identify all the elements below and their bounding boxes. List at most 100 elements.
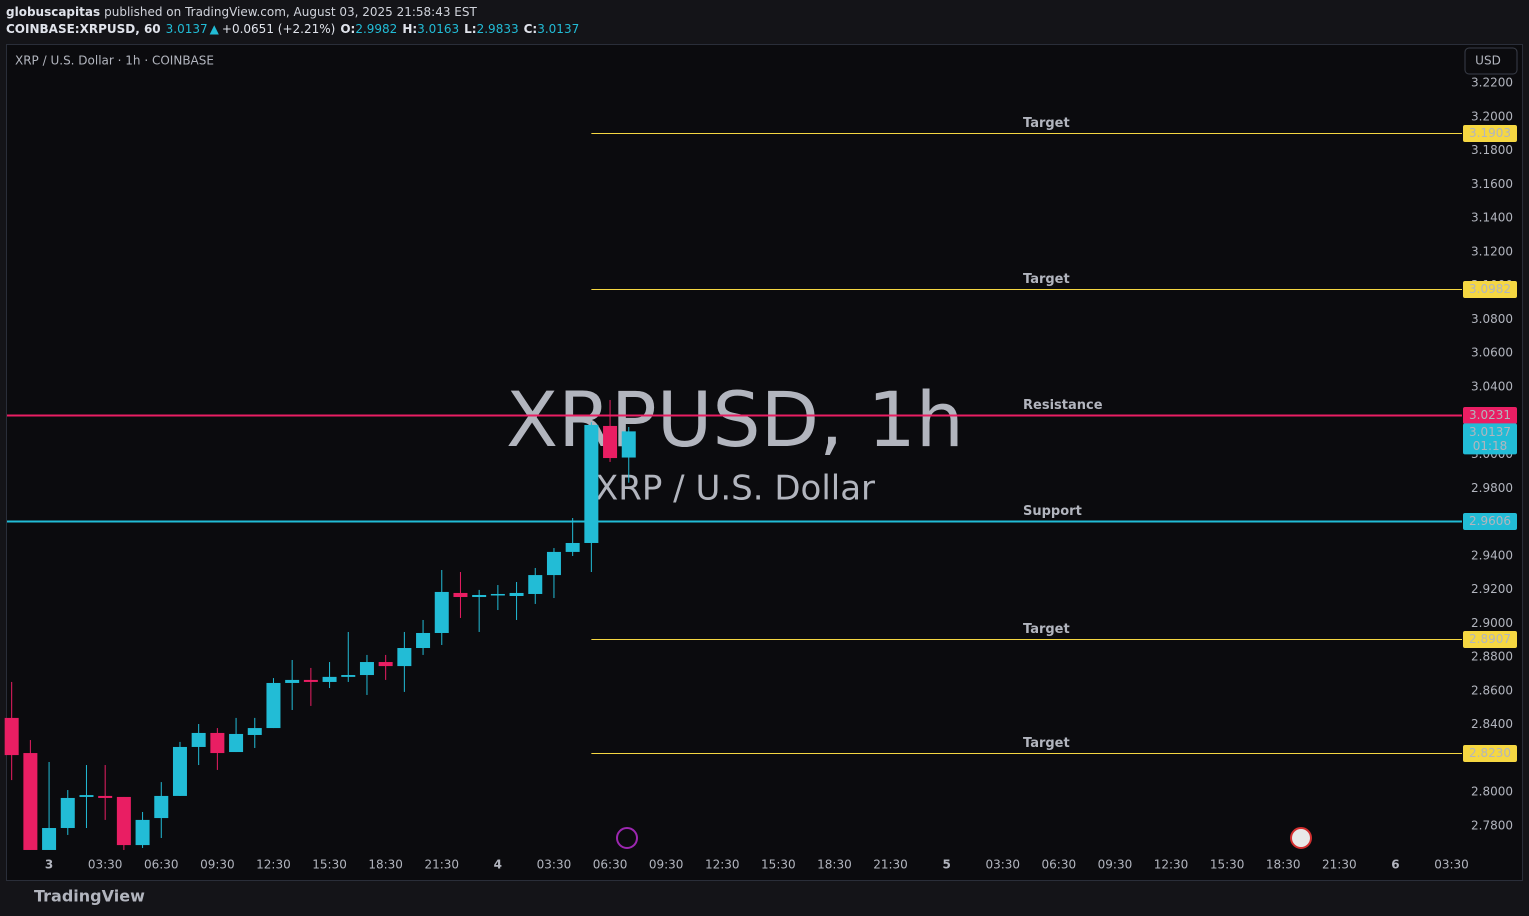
ohlc-key: C: [524, 22, 538, 36]
ohlc-key: L: [464, 22, 476, 36]
level-label: Resistance [1023, 398, 1103, 413]
candle-body [303, 679, 318, 682]
candle-body [397, 648, 412, 667]
y-tick-label: 2.9800 [1471, 481, 1513, 495]
candle-body [191, 732, 206, 747]
watermark-sub: XRP / U.S. Dollar [595, 469, 875, 509]
header-line: globuscapitas published on TradingView.co… [6, 5, 478, 19]
candle-body [416, 632, 431, 649]
candle-body [98, 795, 113, 798]
ohlc-key: O: [340, 22, 355, 36]
x-tick-label: 15:30 [312, 858, 347, 872]
y-tick-label: 2.9200 [1471, 582, 1513, 596]
price-tag-label: 3.0231 [1469, 408, 1511, 422]
event-icon[interactable] [616, 827, 638, 849]
y-tick-label: 3.0800 [1471, 312, 1513, 326]
candle-body [229, 733, 244, 753]
y-tick-label: 2.8600 [1471, 683, 1513, 697]
x-tick-label: 06:30 [593, 858, 628, 872]
price-tag [1463, 407, 1517, 424]
arrow: ▲ [210, 22, 220, 36]
x-tick-label: 21:30 [1322, 858, 1357, 872]
candle-body [210, 732, 225, 754]
candle-body [453, 592, 468, 598]
x-tick-label: 12:30 [1154, 858, 1189, 872]
candle-body [378, 662, 393, 667]
candle-body [116, 796, 131, 846]
flag-icon[interactable] [1290, 827, 1312, 849]
y-tick-label: 2.8800 [1471, 650, 1513, 664]
x-tick-label: 09:30 [200, 858, 235, 872]
level-label: Support [1023, 504, 1082, 519]
y-tick-label: 3.1600 [1471, 177, 1513, 191]
y-tick-label: 3.2200 [1471, 75, 1513, 89]
y-tick-label: 3.1400 [1471, 211, 1513, 225]
candle-body [60, 797, 75, 829]
y-tick-label: 2.7800 [1471, 818, 1513, 832]
ohlc-key: H: [402, 22, 417, 36]
x-tick-label: 06:30 [144, 858, 179, 872]
published: published on TradingView.com, August 03,… [104, 5, 477, 19]
y-tick-label: 3.1800 [1471, 143, 1513, 157]
candle-body [42, 828, 57, 850]
candle-body [434, 591, 449, 633]
x-tick-label: 18:30 [368, 858, 403, 872]
level-label: Target [1023, 116, 1070, 131]
price-tag-label: 2.9606 [1469, 514, 1511, 528]
x-tick-label: 09:30 [649, 858, 684, 872]
symbol-line: COINBASE:XRPUSD, 60 3.0137 ▲ +0.0651 (+2.21… [6, 22, 579, 36]
price-tag [1463, 745, 1517, 762]
price-tag-label: 3.0982 [1469, 282, 1511, 296]
candle-body [621, 431, 636, 458]
watermark: XRPUSD, 1h [506, 375, 964, 464]
candle-body [490, 593, 505, 596]
ohlc-value: 3.0163 [417, 22, 459, 36]
candle-body [322, 676, 337, 682]
currency-button[interactable] [1464, 47, 1518, 75]
x-tick-label: 6 [1391, 858, 1399, 872]
y-tick-label: 2.8400 [1471, 717, 1513, 731]
x-tick-label: 09:30 [1098, 858, 1133, 872]
x-tick-label: 3 [45, 858, 53, 872]
y-tick-label: 2.8000 [1471, 785, 1513, 799]
x-tick-label: 15:30 [1210, 858, 1245, 872]
candle-body [341, 675, 356, 677]
x-tick-label: 18:30 [1266, 858, 1301, 872]
x-tick-label: 03:30 [537, 858, 572, 872]
publisher: globuscapitas [6, 5, 100, 19]
footer-brand: TradingView [34, 887, 145, 906]
x-tick-label: 12:30 [705, 858, 740, 872]
y-tick-label: 3.2000 [1471, 109, 1513, 123]
last-price: 3.0137 [166, 22, 208, 36]
candle-body [79, 795, 94, 797]
legend-title: XRP / U.S. Dollar · 1h · COINBASE [15, 54, 214, 68]
price-tag-label: 3.1903 [1469, 126, 1511, 140]
price-tag [1463, 631, 1517, 648]
y-tick-label: 2.9400 [1471, 548, 1513, 562]
candle-body [509, 592, 524, 597]
candle-body [154, 795, 169, 819]
x-tick-label: 06:30 [1042, 858, 1077, 872]
countdown: 01:18 [1473, 439, 1508, 453]
candle-body [359, 662, 374, 676]
current-price-label: 3.0137 [1469, 425, 1511, 439]
candle-body [472, 594, 487, 598]
price-tag [1463, 281, 1517, 298]
symbol: COINBASE:XRPUSD, 60 [6, 22, 161, 36]
candle-body [172, 746, 187, 796]
y-tick-label: 3.0400 [1471, 379, 1513, 393]
level-label: Target [1023, 272, 1070, 287]
x-tick-label: 18:30 [817, 858, 852, 872]
candle-body [266, 682, 281, 729]
ohlc-value: 2.9982 [355, 22, 397, 36]
y-tick-label: 3.0600 [1471, 346, 1513, 360]
x-tick-label: 15:30 [761, 858, 796, 872]
x-tick-label: 5 [942, 858, 950, 872]
candle-body [584, 424, 599, 543]
y-tick-label: 3.1200 [1471, 244, 1513, 258]
candle-body [247, 728, 262, 735]
level-label: Target [1023, 736, 1070, 751]
level-label: Target [1023, 622, 1070, 637]
x-tick-label: 12:30 [256, 858, 291, 872]
